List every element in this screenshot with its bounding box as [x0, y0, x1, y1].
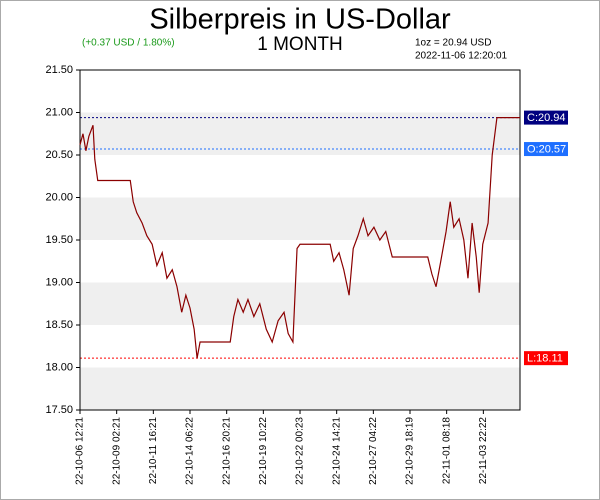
price-note: 1oz = 20.94 USD	[415, 38, 491, 49]
plot-frame	[79, 69, 521, 411]
reference-label: L:18.11	[527, 353, 563, 365]
band	[80, 197, 520, 240]
x-tick-label: 22-11-01 08:18	[441, 417, 452, 485]
y-tick-label: 21.00	[45, 106, 73, 118]
reference-label: O:20.57	[527, 143, 566, 155]
y-tick-label: 18.00	[45, 361, 73, 373]
reference-badge	[524, 142, 568, 157]
x-tick-label: 22-10-29 18:19	[405, 417, 416, 485]
reference-badge	[524, 110, 568, 125]
y-tick-label: 21.50	[45, 64, 73, 76]
y-tick-label: 19.50	[45, 234, 73, 246]
x-tick-label: 22-10-09 02:21	[111, 417, 122, 485]
timestamp: 2022-11-06 12:20:01	[415, 51, 508, 62]
x-tick-label: 22-10-11 16:21	[148, 417, 159, 485]
chart-title: Silberpreis in US-Dollar	[149, 4, 451, 36]
x-tick-label: 22-10-16 20:21	[221, 417, 232, 485]
band	[80, 282, 520, 325]
x-tick-label: 22-10-19 10:22	[258, 417, 269, 485]
x-tick-label: 22-10-27 04:22	[368, 417, 379, 485]
x-tick-label: 22-10-06 12:21	[75, 417, 86, 485]
chart-subtitle: 1 MONTH	[257, 34, 343, 55]
x-tick-label: 22-11-03 22:22	[478, 417, 489, 485]
price-line	[79, 117, 520, 359]
x-tick-label: 22-10-24 14:21	[331, 417, 342, 485]
y-tick-label: 19.00	[45, 276, 73, 288]
change-label: (+0.37 USD / 1.80%)	[82, 38, 175, 49]
x-tick-label: 22-10-22 00:23	[295, 417, 306, 485]
band	[80, 367, 520, 410]
reference-badge	[524, 351, 568, 366]
y-tick-label: 18.50	[45, 319, 73, 331]
y-tick-label: 20.50	[45, 149, 73, 161]
y-tick-label: 17.50	[45, 404, 73, 416]
band	[80, 112, 520, 155]
x-tick-label: 22-10-14 06:22	[185, 417, 196, 485]
y-tick-label: 20.00	[45, 191, 73, 203]
reference-label: C:20.94	[527, 112, 566, 124]
